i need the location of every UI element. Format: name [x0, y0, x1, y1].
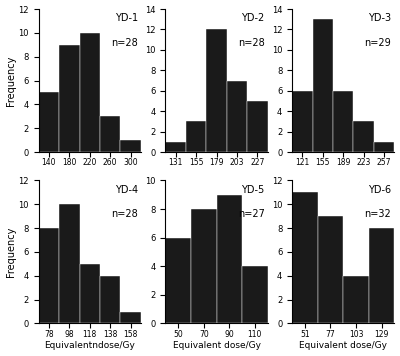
Bar: [318, 216, 343, 323]
Bar: [227, 80, 247, 152]
Bar: [247, 101, 268, 152]
X-axis label: Equivalent dose/Gy: Equivalent dose/Gy: [172, 341, 260, 350]
Bar: [333, 91, 354, 152]
Bar: [206, 30, 227, 152]
Bar: [38, 93, 59, 152]
Bar: [191, 209, 216, 323]
Text: YD-6: YD-6: [368, 185, 391, 195]
Bar: [59, 204, 80, 323]
X-axis label: Equivalentndose/Gy: Equivalentndose/Gy: [44, 341, 135, 350]
Text: n=29: n=29: [365, 38, 391, 48]
Bar: [100, 116, 120, 152]
Bar: [59, 45, 80, 152]
Bar: [216, 195, 242, 323]
Text: n=32: n=32: [365, 209, 391, 219]
Bar: [292, 91, 312, 152]
Y-axis label: Frequency: Frequency: [6, 55, 16, 106]
Bar: [120, 312, 141, 323]
Bar: [186, 121, 206, 152]
Text: YD-1: YD-1: [115, 13, 138, 23]
Bar: [343, 276, 369, 323]
Text: n=27: n=27: [238, 209, 265, 219]
Bar: [165, 142, 186, 152]
Text: YD-4: YD-4: [115, 185, 138, 195]
Text: n=28: n=28: [111, 209, 138, 219]
Text: YD-2: YD-2: [241, 13, 265, 23]
Bar: [242, 266, 268, 323]
Bar: [312, 19, 333, 152]
Bar: [38, 228, 59, 323]
Y-axis label: Frequency: Frequency: [6, 227, 16, 277]
Bar: [100, 276, 120, 323]
Bar: [292, 192, 318, 323]
Bar: [374, 142, 394, 152]
Bar: [80, 33, 100, 152]
Text: n=28: n=28: [238, 38, 265, 48]
Text: YD-5: YD-5: [241, 185, 265, 195]
Bar: [120, 140, 141, 152]
Bar: [354, 121, 374, 152]
Bar: [165, 238, 191, 323]
Bar: [369, 228, 394, 323]
Bar: [80, 264, 100, 323]
X-axis label: Equivalent dose/Gy: Equivalent dose/Gy: [299, 341, 387, 350]
Text: n=28: n=28: [111, 38, 138, 48]
Text: YD-3: YD-3: [368, 13, 391, 23]
